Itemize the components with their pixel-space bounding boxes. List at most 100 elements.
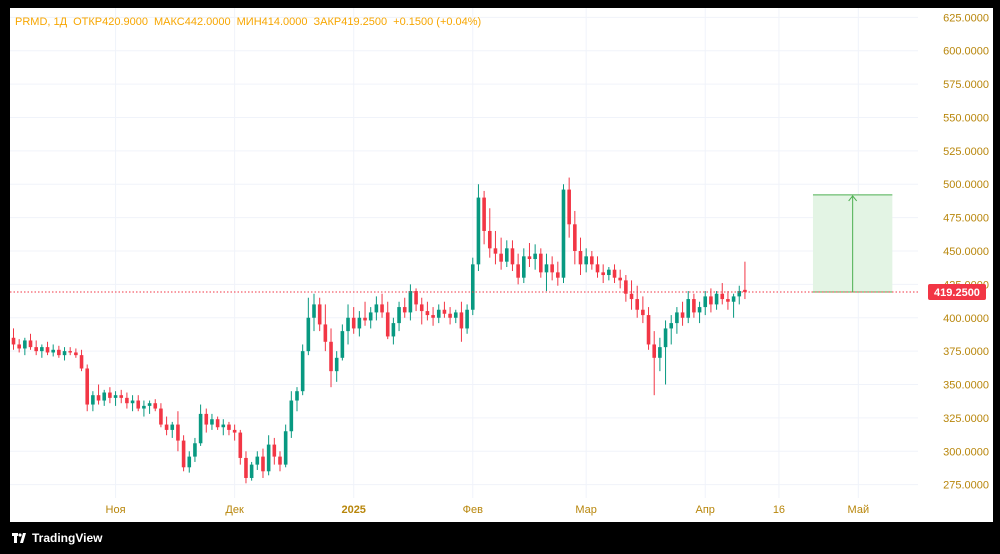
candle-body	[686, 299, 691, 318]
candle-body	[368, 312, 373, 321]
candle	[215, 416, 220, 430]
tradingview-logo[interactable]: TradingView	[12, 531, 102, 545]
candle-body	[516, 264, 520, 278]
candle-body	[731, 296, 736, 302]
candle	[74, 348, 78, 358]
candle	[459, 301, 464, 342]
candle-body	[419, 304, 424, 312]
candle-body	[697, 307, 702, 313]
candle-body	[334, 357, 339, 372]
candle	[176, 411, 180, 452]
candle	[686, 291, 691, 324]
candle	[283, 424, 288, 468]
candle-body	[391, 323, 396, 337]
x-axis[interactable]: Ноя Дек 2025 Фев Мар Апр 16 Май	[106, 504, 870, 516]
candle	[62, 347, 67, 361]
candle-body	[34, 347, 38, 352]
candle-body	[675, 312, 679, 324]
candle-body	[136, 400, 141, 409]
y-tick-label: 525.0000	[943, 146, 989, 158]
candle-body	[482, 197, 486, 231]
candle-body	[164, 424, 169, 430]
legend-close-value: 419.2500	[341, 16, 388, 28]
candle	[34, 340, 38, 356]
candle-body	[17, 344, 21, 349]
tradingview-logo-text: TradingView	[32, 531, 103, 545]
candle	[578, 237, 583, 276]
long-position-projection[interactable]	[812, 194, 893, 293]
candle	[164, 416, 169, 436]
x-tick-label: Ноя	[106, 504, 126, 516]
candle-body	[170, 424, 175, 430]
candle	[516, 253, 520, 285]
y-tick-label: 350.0000	[943, 380, 989, 392]
candle	[380, 293, 384, 318]
candle	[731, 293, 736, 318]
candle	[136, 395, 141, 412]
candle	[249, 461, 254, 481]
candle	[453, 309, 458, 324]
candle-body	[125, 397, 129, 404]
candle-body	[550, 264, 554, 273]
candle-body	[329, 341, 333, 372]
candle	[607, 267, 611, 281]
candle	[669, 315, 674, 345]
chart-area[interactable]: 275.0000 300.0000 325.0000 350.0000 375.0000…	[10, 8, 993, 522]
current-price-label-bg	[928, 284, 986, 301]
candle-body	[181, 440, 186, 468]
x-tick-label: Апр	[696, 504, 715, 516]
candle-body	[187, 456, 192, 468]
candle	[11, 328, 16, 350]
candle	[714, 291, 719, 310]
candle	[300, 344, 305, 396]
candle-body	[635, 299, 639, 310]
candle-body	[436, 309, 441, 318]
candle	[720, 283, 725, 305]
candle	[402, 297, 407, 318]
y-tick-label: 500.0000	[943, 179, 989, 191]
candle-body	[714, 293, 719, 305]
candle-body	[669, 323, 674, 329]
y-tick-label: 625.0000	[943, 12, 989, 24]
current-price-label-text: 419.2500	[934, 287, 980, 299]
symbol-legend: PRMD, 1Д ОТКР420.9000 МАКС442.0000 МИН41…	[15, 16, 481, 28]
candle-body	[567, 189, 571, 225]
candle-body	[193, 443, 197, 457]
legend-open-label: ОТКР	[73, 16, 103, 28]
candle-body	[351, 317, 356, 329]
candle	[255, 451, 260, 470]
candle-body	[533, 253, 537, 260]
candle-body	[210, 419, 214, 425]
candle	[561, 184, 566, 284]
price-chart[interactable]: 275.0000 300.0000 325.0000 350.0000 375.0000…	[10, 8, 993, 522]
candle	[675, 307, 679, 334]
legend-symbol[interactable]: PRMD, 1Д	[15, 16, 68, 28]
candle-body	[68, 351, 72, 353]
candle-body	[380, 304, 384, 313]
candle	[17, 339, 21, 353]
candle	[618, 269, 622, 289]
candle	[289, 391, 294, 438]
candle-body	[709, 296, 713, 305]
candle	[419, 297, 424, 325]
candle-body	[108, 392, 112, 398]
candle-body	[119, 395, 124, 398]
candle	[652, 331, 657, 396]
candle-body	[153, 403, 158, 409]
candle	[238, 429, 243, 465]
candle	[113, 391, 118, 406]
candle-body	[612, 269, 617, 278]
candle	[68, 347, 72, 356]
candle	[658, 337, 662, 372]
candle	[232, 424, 237, 441]
candle-body	[692, 299, 696, 313]
legend-high-value: 442.0000	[184, 16, 231, 28]
candle-body	[40, 347, 44, 352]
candle-body	[74, 352, 78, 356]
candle-body	[652, 344, 657, 358]
y-tick-label: 550.0000	[943, 112, 989, 124]
candle-body	[51, 349, 55, 353]
candle	[482, 190, 486, 245]
y-axis[interactable]: 275.0000 300.0000 325.0000 350.0000 375.0000…	[943, 12, 989, 491]
